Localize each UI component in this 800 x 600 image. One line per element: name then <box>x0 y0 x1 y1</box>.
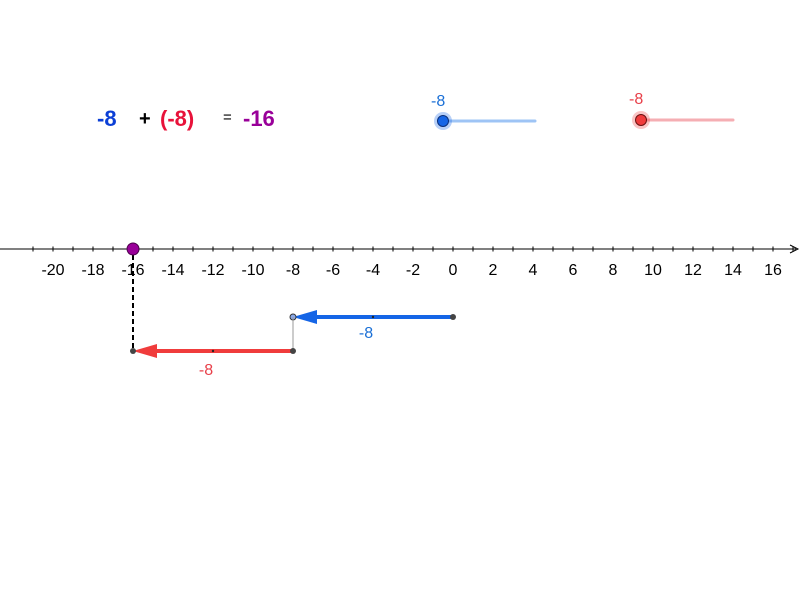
number-line-tick-label: 16 <box>764 262 782 279</box>
equation-result: -16 <box>243 106 275 131</box>
number-line-tick-label: -8 <box>286 262 300 279</box>
number-line-arrowhead <box>789 244 800 254</box>
number-line-tick-label: -18 <box>81 262 104 279</box>
red-vector-start-point <box>290 348 296 354</box>
number-line-tick-label: -2 <box>406 262 420 279</box>
number-line-tick-label: -10 <box>241 262 264 279</box>
equation-plus-sign: + <box>139 108 151 130</box>
number-line-tick-label: 8 <box>609 262 618 279</box>
blue-vector-label: -8 <box>359 325 373 342</box>
red-slider-label: -8 <box>629 91 643 108</box>
number-line-tick-label: 0 <box>449 262 458 279</box>
number-line-tick-label: -6 <box>326 262 340 279</box>
number-line-tick-label: -20 <box>41 262 64 279</box>
result-point[interactable] <box>126 242 140 256</box>
red-vector: -8 <box>130 344 296 379</box>
number-line-tick-label: -14 <box>161 262 184 279</box>
equation-equals-sign: = <box>223 109 232 126</box>
number-line-tick-label: -16 <box>121 262 144 279</box>
red-vector-arrowhead <box>133 344 157 358</box>
red-slider[interactable]: -8 <box>629 91 735 129</box>
equation: -8 + (-8) = -16 <box>97 106 275 131</box>
number-line-tick-label: 10 <box>644 262 662 279</box>
number-line-tick-labels: -20 -18 -16 -14 -12 -10 -8 -6 -4 -2 0 2 4 6 8 10 12 14 16 <box>41 262 782 279</box>
number-line-tick-label: -12 <box>201 262 224 279</box>
red-slider-handle[interactable] <box>635 114 647 126</box>
number-line-tick-label: 12 <box>684 262 702 279</box>
blue-vector-arrowhead <box>293 310 317 324</box>
blue-vector-start-point <box>450 314 456 320</box>
equation-addend-a: -8 <box>97 106 117 131</box>
number-line: -20 -18 -16 -14 -12 -10 -8 -6 -4 -2 0 2 4 6 8 10 12 14 16 <box>0 244 800 279</box>
red-vector-midpoint <box>211 349 215 353</box>
number-line-tick-label: 2 <box>489 262 498 279</box>
blue-slider-handle[interactable] <box>437 115 449 127</box>
number-line-tick-label: 4 <box>529 262 538 279</box>
equation-addend-b: (-8) <box>160 106 194 131</box>
blue-vector-midpoint <box>371 315 375 319</box>
red-vector-end-point <box>130 348 136 354</box>
blue-vector: -8 <box>289 310 456 342</box>
blue-slider[interactable]: -8 <box>431 93 537 130</box>
number-line-tick-label: 6 <box>569 262 578 279</box>
red-vector-label: -8 <box>199 362 213 379</box>
number-line-tick-label: 14 <box>724 262 742 279</box>
number-line-tick-label: -4 <box>366 262 380 279</box>
blue-slider-label: -8 <box>431 93 445 110</box>
